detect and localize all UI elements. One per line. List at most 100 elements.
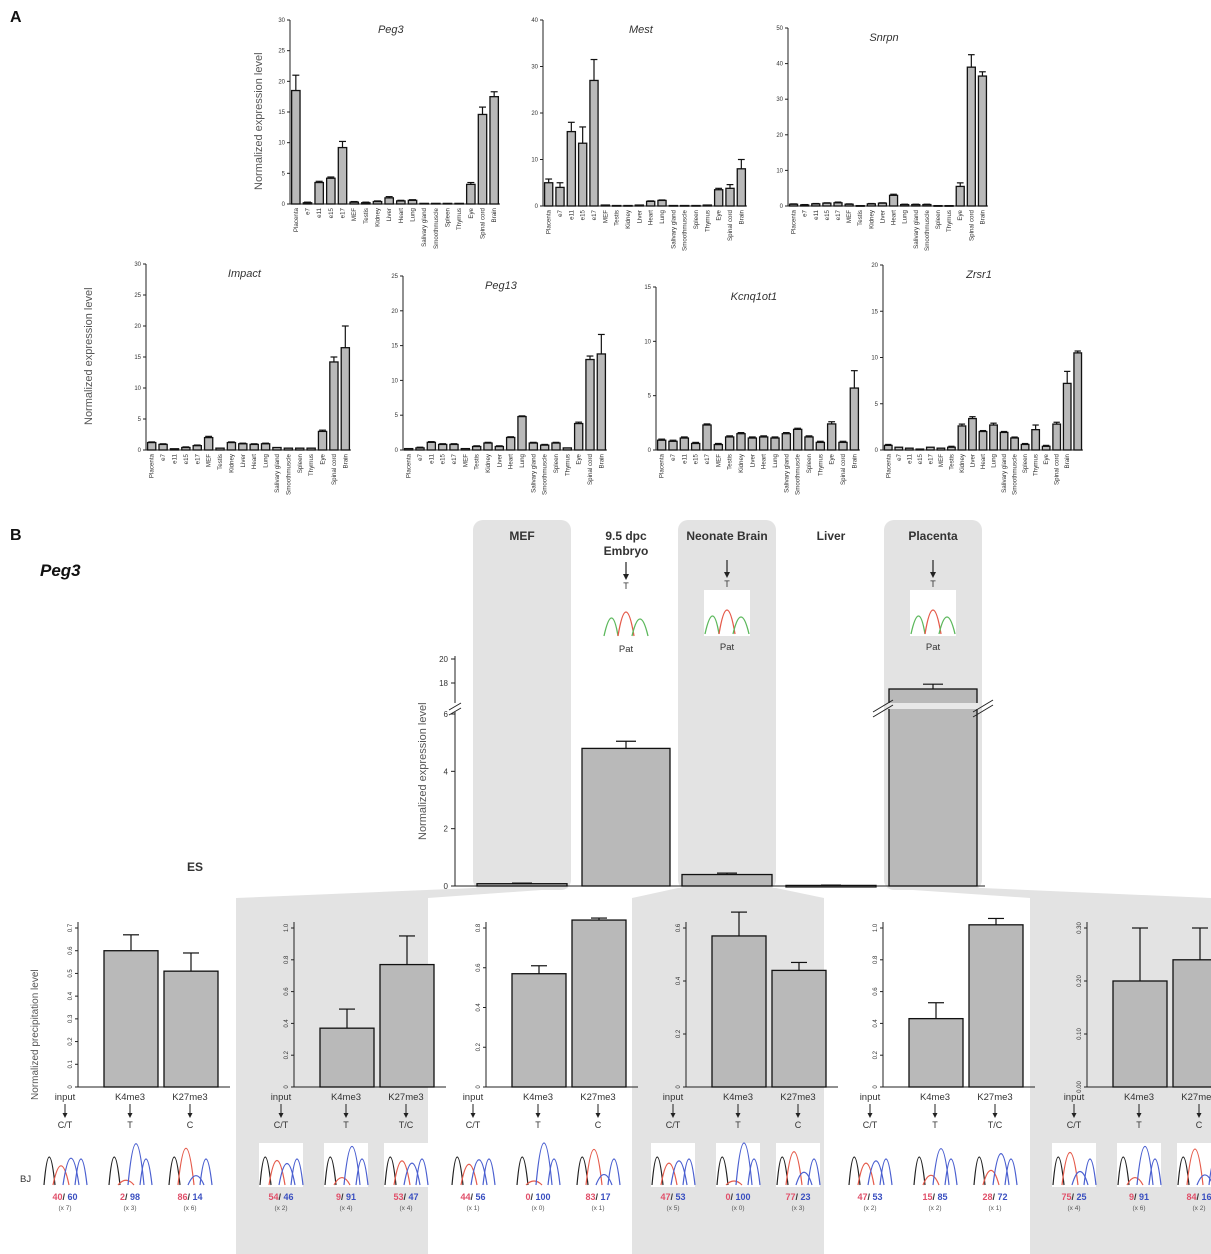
bar (146, 441, 157, 451)
category-label: e7 (305, 207, 312, 214)
category-label: Smoothmuscle (924, 209, 931, 250)
bar (317, 430, 328, 451)
allele-track-label: K4me3 (331, 1092, 361, 1103)
category-label: Thymus (564, 454, 571, 476)
category-label: Lung (519, 453, 526, 467)
chart-title: Zrsr1 (965, 269, 992, 281)
fold-label: (x 4) (400, 1205, 413, 1212)
allele-fraction: 53/ 47 (393, 1192, 418, 1202)
allele-call: C (795, 1120, 802, 1130)
bar (883, 444, 893, 451)
precip-chart: 0 0.2 0.4 0.6 0.8 1.0 input C/T 54/ 46 (x 2) K4me3… (259, 922, 446, 1212)
bar (679, 437, 690, 451)
y-tick-label: 0.4 (873, 1019, 879, 1028)
category-label: Smoothmuscle (285, 453, 292, 494)
trace-black (651, 1156, 664, 1186)
allele-fraction: 15/ 85 (922, 1192, 947, 1202)
bar (822, 202, 832, 207)
allele-fraction: 75/ 25 (1061, 1192, 1086, 1202)
bar (437, 443, 448, 451)
bar (600, 204, 611, 207)
category-label: Heart (251, 454, 258, 469)
bar (611, 204, 622, 207)
tissue-chart-snrpn: 0 10 20 30 40 50 Snrpn Placenta e7 e11 e15 e17 MEF Te… (776, 26, 988, 251)
bar (966, 66, 976, 207)
trace-red (52, 1165, 70, 1186)
category-label: Spleen (935, 209, 942, 229)
allele-fraction: 28/ 72 (982, 1192, 1007, 1202)
bar (788, 203, 799, 207)
category-label: Testis (948, 454, 955, 470)
trace-red (393, 1160, 411, 1186)
category-label: Testis (363, 208, 370, 224)
category-label: Spinal cord (1054, 453, 1061, 485)
category-label: Thymus (817, 454, 824, 476)
category-label: Salivary gland (421, 207, 428, 246)
category-label: Smoothmuscle (1012, 453, 1019, 494)
allele-fraction: 47/ 53 (857, 1192, 882, 1202)
category-label: Placenta (406, 453, 413, 478)
category-label: MEF (602, 210, 609, 223)
trace-blue (1208, 1167, 1211, 1186)
bar (679, 204, 690, 207)
trace-green (704, 615, 720, 635)
chromatogram-box (651, 1143, 695, 1187)
allele-call: T (535, 1120, 541, 1130)
trace-red (857, 1162, 875, 1186)
bar (944, 204, 954, 207)
y-tick-label: 2 (444, 825, 449, 834)
allele-track-label: input (1064, 1092, 1085, 1103)
bar (249, 443, 259, 451)
y-tick-label: 0 (138, 448, 142, 454)
y-tick-label: 20 (278, 79, 285, 85)
trace-red (718, 609, 736, 635)
bar (283, 447, 294, 451)
arrow-head (595, 1113, 601, 1118)
trace-red (585, 1149, 603, 1186)
allele-track-label: K27me3 (977, 1092, 1012, 1103)
allele-fraction: 83/ 17 (585, 1192, 610, 1202)
trace-green (938, 616, 956, 635)
arrow-head (735, 1113, 741, 1118)
bar (656, 439, 667, 451)
fold-label: (x 1) (467, 1205, 480, 1212)
category-label: Spleen (1022, 453, 1029, 473)
category-label: e15 (328, 207, 335, 218)
bar (337, 146, 348, 205)
bar (1010, 437, 1020, 451)
bar (419, 202, 430, 205)
y-tick-label: 30 (531, 65, 538, 71)
bar (711, 935, 767, 1088)
category-label: Spleen (297, 453, 304, 473)
category-label: Spinal cord (727, 209, 734, 241)
bar (571, 919, 627, 1088)
bar (302, 202, 313, 205)
bar (1052, 423, 1062, 451)
allele-call: T (343, 1120, 349, 1130)
category-label: Liver (879, 210, 886, 223)
y-tick-label: 0 (68, 1085, 74, 1089)
category-label: Smoothmuscle (433, 207, 440, 248)
bar (226, 441, 237, 451)
bar (933, 204, 943, 207)
trace-blue (1071, 1170, 1089, 1186)
trace-green (631, 618, 649, 637)
bar (833, 202, 843, 207)
ylabel-main: Normalized expression level (417, 702, 429, 840)
bar (894, 446, 904, 451)
bar (192, 445, 202, 451)
axis-break (448, 702, 462, 711)
bar (181, 446, 191, 451)
category-label: e17 (704, 453, 711, 464)
bar (372, 200, 383, 205)
trace-blue (595, 1173, 613, 1186)
fold-label: (x 5) (667, 1205, 680, 1212)
y-tick-label: 0.4 (68, 991, 74, 1000)
y-tick-label: 0.8 (873, 955, 879, 964)
y-tick-label: 0.10 (1077, 1028, 1083, 1040)
y-tick-label: 5 (875, 402, 879, 408)
y-tick-label: 0.3 (68, 1014, 74, 1023)
y-tick-label: 30 (278, 18, 285, 24)
fold-label: (x 2) (929, 1205, 942, 1212)
